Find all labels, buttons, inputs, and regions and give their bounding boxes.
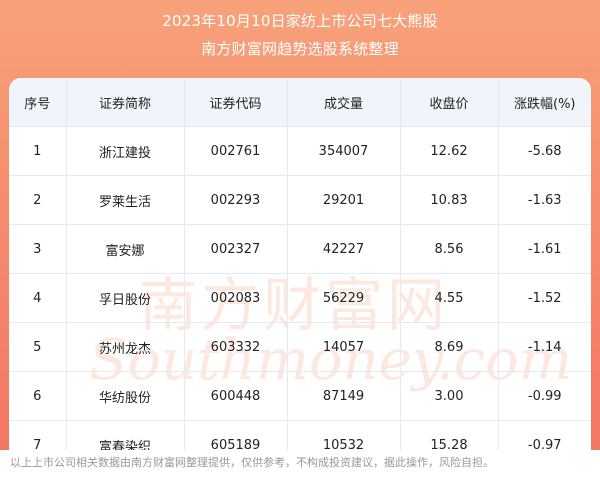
cell-change: -0.99: [498, 371, 591, 421]
cell-name: 浙江建投: [66, 126, 185, 176]
cell-change: -5.68: [498, 126, 591, 176]
cell-rank: 7: [9, 420, 67, 450]
cell-rank: 6: [9, 371, 67, 421]
cell-code: 603332: [184, 322, 288, 372]
footer: 以上上市公司相关数据由南方财富网整理提供，仅供参考，不构成投资建议，据此操作，风…: [0, 450, 600, 485]
table-row: 7 富春染织 605189 10532 15.28 -0.97: [9, 420, 591, 450]
cell-change: -0.97: [498, 420, 591, 450]
header-banner: 2023年10月10日家纺上市公司七大熊股 南方财富网趋势选股系统整理: [0, 0, 600, 70]
page-title: 2023年10月10日家纺上市公司七大熊股: [162, 12, 438, 30]
cell-name: 华纺股份: [66, 371, 185, 421]
column-header-rank: 序号: [9, 78, 67, 127]
cell-rank: 2: [9, 175, 67, 225]
table-row: 2 罗莱生活 002293 29201 10.83 -1.63: [9, 175, 591, 225]
table-card: 南方财富网 Southmoney.com 序号 证券简称 证券代码 成交量 收盘…: [9, 78, 591, 450]
cell-rank: 5: [9, 322, 67, 372]
cell-name: 苏州龙杰: [66, 322, 185, 372]
cell-name: 富安娜: [66, 224, 185, 274]
table-row: 3 富安娜 002327 42227 8.56 -1.61: [9, 224, 591, 274]
stock-table: 序号 证券简称 证券代码 成交量 收盘价 涨跌幅(%) 1 浙江建投 00276…: [9, 78, 591, 450]
cell-close: 3.00: [400, 371, 499, 421]
table-row: 5 苏州龙杰 603332 14057 8.69 -1.14: [9, 322, 591, 372]
cell-volume: 10532: [287, 420, 401, 450]
cell-volume: 42227: [287, 224, 401, 274]
cell-close: 10.83: [400, 175, 499, 225]
cell-code: 600448: [184, 371, 288, 421]
cell-code: 002327: [184, 224, 288, 274]
table-row: 6 华纺股份 600448 87149 3.00 -0.99: [9, 371, 591, 421]
cell-change: -1.61: [498, 224, 591, 274]
cell-volume: 354007: [287, 126, 401, 176]
cell-change: -1.52: [498, 273, 591, 323]
cell-change: -1.14: [498, 322, 591, 372]
cell-rank: 4: [9, 273, 67, 323]
cell-name: 富春染织: [66, 420, 185, 450]
cell-volume: 29201: [287, 175, 401, 225]
cell-close: 4.55: [400, 273, 499, 323]
column-header-close: 收盘价: [400, 78, 499, 127]
table-row: 4 孚日股份 002083 56229 4.55 -1.52: [9, 273, 591, 323]
cell-rank: 1: [9, 126, 67, 176]
cell-close: 15.28: [400, 420, 499, 450]
cell-change: -1.63: [498, 175, 591, 225]
cell-rank: 3: [9, 224, 67, 274]
cell-code: 002761: [184, 126, 288, 176]
cell-code: 002083: [184, 273, 288, 323]
cell-code: 002293: [184, 175, 288, 225]
cell-close: 12.62: [400, 126, 499, 176]
disclaimer-text: 以上上市公司相关数据由南方财富网整理提供，仅供参考，不构成投资建议，据此操作，风…: [10, 456, 494, 469]
cell-volume: 87149: [287, 371, 401, 421]
cell-volume: 14057: [287, 322, 401, 372]
cell-close: 8.69: [400, 322, 499, 372]
cell-code: 605189: [184, 420, 288, 450]
page-subtitle: 南方财富网趋势选股系统整理: [201, 40, 399, 58]
table-header-row: 序号 证券简称 证券代码 成交量 收盘价 涨跌幅(%): [9, 78, 591, 127]
cell-name: 罗莱生活: [66, 175, 185, 225]
column-header-change: 涨跌幅(%): [498, 78, 591, 127]
column-header-name: 证券简称: [66, 78, 185, 127]
column-header-code: 证券代码: [184, 78, 288, 127]
table-row: 1 浙江建投 002761 354007 12.62 -5.68: [9, 126, 591, 176]
column-header-volume: 成交量: [287, 78, 401, 127]
cell-name: 孚日股份: [66, 273, 185, 323]
cell-close: 8.56: [400, 224, 499, 274]
cell-volume: 56229: [287, 273, 401, 323]
